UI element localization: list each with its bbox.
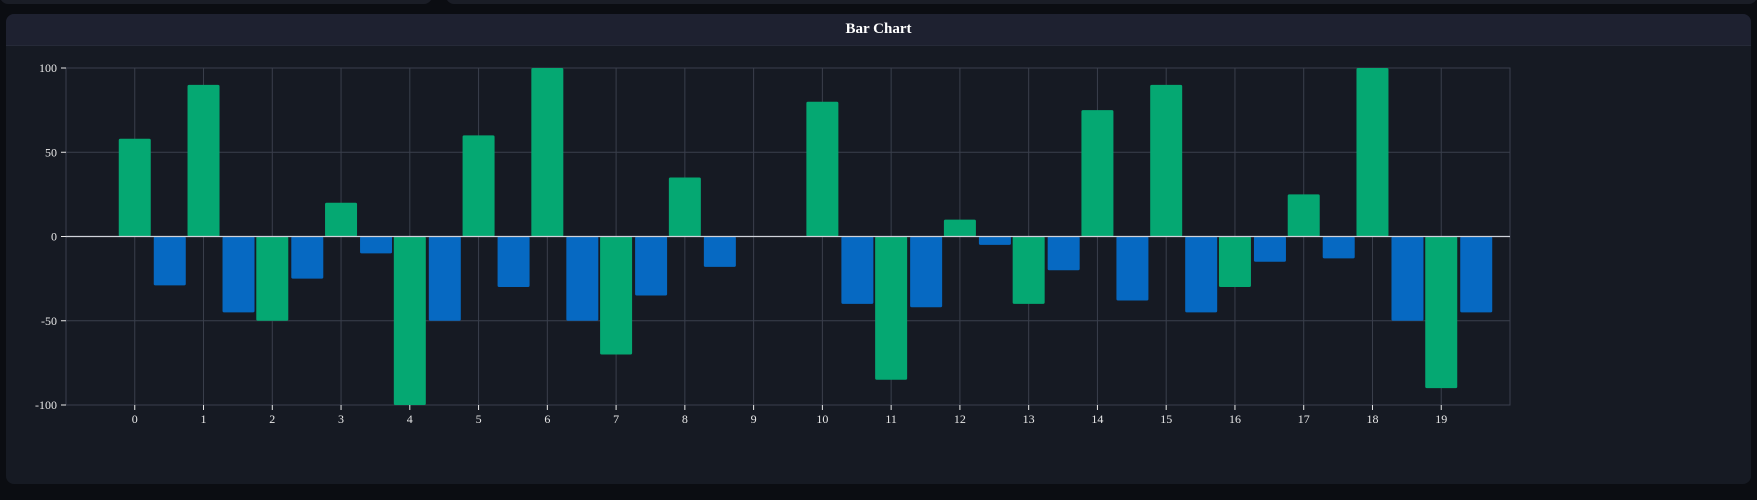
x-tick-label: 18 bbox=[1366, 412, 1378, 426]
bar-series-b bbox=[153, 236, 186, 286]
bar-series-a bbox=[531, 68, 564, 237]
bar-series-a bbox=[393, 236, 426, 405]
y-tick-label: -100 bbox=[35, 398, 57, 412]
x-tick-label: 5 bbox=[476, 412, 482, 426]
x-tick-label: 14 bbox=[1091, 412, 1103, 426]
y-tick-label: 0 bbox=[51, 230, 57, 244]
bar-series-a bbox=[1150, 84, 1183, 237]
x-tick-label: 9 bbox=[751, 412, 757, 426]
bar-series-b bbox=[1391, 236, 1424, 321]
bar-series-a bbox=[806, 101, 839, 237]
bar-series-b bbox=[291, 236, 324, 279]
panel-header: Bar Chart bbox=[6, 14, 1751, 46]
x-tick-label: 8 bbox=[682, 412, 688, 426]
x-tick-label: 11 bbox=[885, 412, 897, 426]
top-tab-right bbox=[446, 0, 1757, 4]
y-tick-label: 100 bbox=[39, 61, 57, 75]
x-tick-label: 12 bbox=[954, 412, 966, 426]
bar-series-a bbox=[875, 236, 908, 380]
x-tick-label: 17 bbox=[1298, 412, 1310, 426]
x-tick-label: 10 bbox=[816, 412, 828, 426]
bar-series-a bbox=[462, 135, 495, 237]
chart-panel: Bar Chart 100 50 0 -50 -100 0 1 2 3 4 5 6 7 8 9 10 11 12 1… bbox=[6, 14, 1751, 484]
x-tick-label: 6 bbox=[544, 412, 550, 426]
window-top-strip bbox=[0, 0, 1757, 8]
bar-series-a bbox=[187, 84, 220, 237]
x-tick-label: 13 bbox=[1023, 412, 1035, 426]
bar-series-a bbox=[668, 177, 701, 237]
bar-series-b bbox=[703, 236, 736, 267]
bar-series-a bbox=[1218, 236, 1251, 288]
bar-series-b bbox=[1116, 236, 1149, 301]
x-tick-label: 0 bbox=[132, 412, 138, 426]
x-tick-label: 2 bbox=[269, 412, 275, 426]
bar-series-b bbox=[428, 236, 461, 321]
bar-series-b bbox=[1185, 236, 1218, 313]
x-tick-label: 7 bbox=[613, 412, 619, 426]
bar-series-b bbox=[360, 236, 393, 254]
bar-series-a bbox=[325, 202, 358, 237]
x-tick-label: 3 bbox=[338, 412, 344, 426]
x-tick-label: 16 bbox=[1229, 412, 1241, 426]
x-tick-label: 19 bbox=[1435, 412, 1447, 426]
x-tick-label: 15 bbox=[1160, 412, 1172, 426]
bar-series-a bbox=[943, 219, 976, 237]
panel-title: Bar Chart bbox=[845, 21, 912, 37]
x-tick-label: 4 bbox=[407, 412, 413, 426]
bar-series-a bbox=[1081, 110, 1114, 237]
bar-series-b bbox=[635, 236, 668, 296]
bar-series-b bbox=[1322, 236, 1355, 259]
x-tick-label: 1 bbox=[201, 412, 207, 426]
bar-series-b bbox=[566, 236, 599, 321]
bar-series-b bbox=[910, 236, 943, 308]
bar-series-a bbox=[600, 236, 633, 355]
bar-series-a bbox=[256, 236, 289, 321]
bar-series-a bbox=[1012, 236, 1045, 304]
bar-series-b bbox=[222, 236, 255, 313]
bar-series-a bbox=[1425, 236, 1458, 389]
y-tick-label: 50 bbox=[45, 145, 57, 159]
top-tab-left bbox=[0, 0, 432, 4]
y-tick-label: -50 bbox=[41, 314, 57, 328]
bar-series-b bbox=[1460, 236, 1493, 313]
chart-area: 100 50 0 -50 -100 0 1 2 3 4 5 6 7 8 9 10 11 12 13 14 15 16 17 1… bbox=[6, 46, 1751, 484]
bar-series-b bbox=[497, 236, 530, 288]
bar-series-b bbox=[841, 236, 874, 304]
bar-series-a bbox=[118, 138, 151, 237]
bar-series-a bbox=[1356, 68, 1389, 237]
bar-series-b bbox=[1253, 236, 1286, 262]
bar-series-b bbox=[978, 236, 1011, 245]
bar-series-a bbox=[1287, 194, 1320, 237]
bar-series-b bbox=[1047, 236, 1080, 271]
